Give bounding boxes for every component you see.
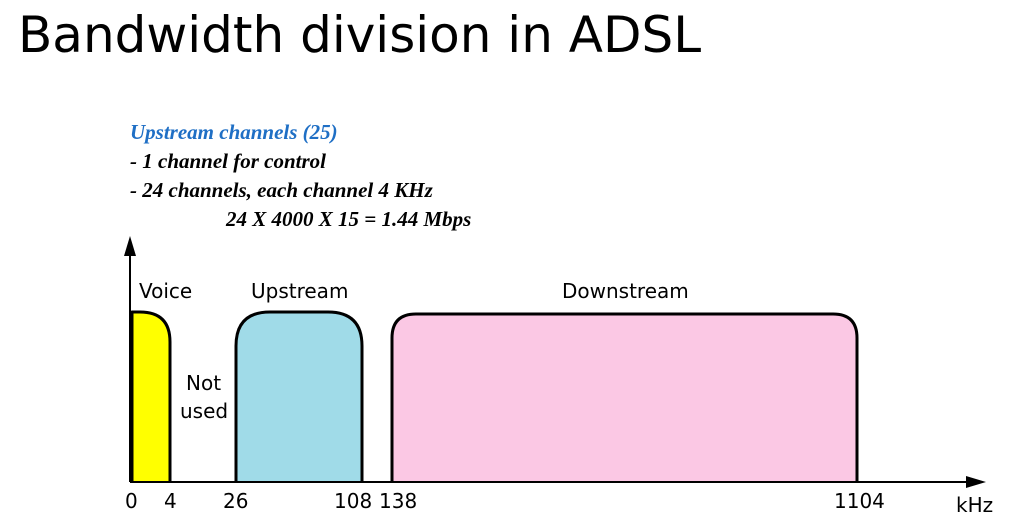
- upstream-channels-heading: Upstream channels (25): [130, 120, 338, 144]
- upstream-label: Upstream: [251, 279, 348, 303]
- upstream-notes: Upstream channels (25) - 1 channel for c…: [130, 118, 471, 234]
- control-channel-note: - 1 channel for control: [130, 149, 327, 173]
- upstream-band: [234, 310, 364, 481]
- slide-title: Bandwidth division in ADSL: [18, 6, 702, 64]
- tick-label-4: 4: [164, 489, 177, 513]
- not-used-label-bottom: used: [180, 399, 228, 423]
- voice-band: [130, 310, 172, 481]
- tick-label-138: 138: [379, 489, 417, 513]
- tick-label-0: 0: [125, 489, 138, 513]
- data-channels-note: - 24 channels, each channel 4 KHz: [130, 178, 433, 202]
- voice-label: Voice: [139, 279, 192, 303]
- not-used-label-top: Not: [186, 371, 221, 395]
- downstream-band: [390, 312, 859, 481]
- tick-label-26: 26: [223, 489, 248, 513]
- y-axis-arrowhead: [124, 236, 136, 256]
- tick-label-1104: 1104: [834, 489, 885, 513]
- x-axis-arrowhead: [966, 476, 986, 488]
- downstream-label: Downstream: [562, 279, 689, 303]
- bitrate-formula: 24 X 4000 X 15 = 1.44 Mbps: [226, 207, 472, 231]
- tick-label-108: 108: [334, 489, 372, 513]
- axis-unit-label: kHz: [956, 493, 993, 517]
